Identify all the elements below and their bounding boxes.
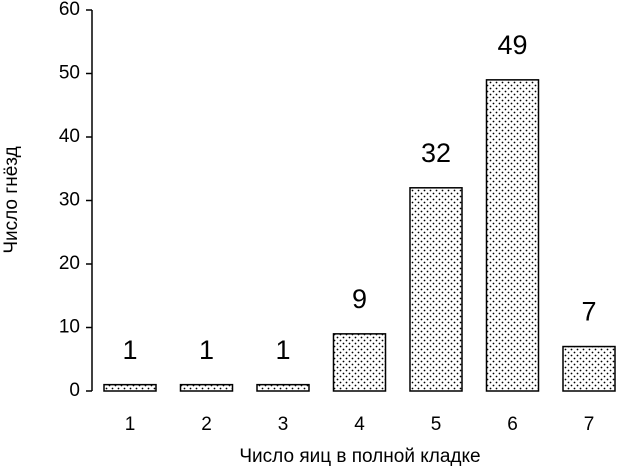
x-tick-label: 4 [354,414,365,435]
y-tick-label: 60 [59,0,80,20]
y-axis-title: Число гнёзд [1,146,22,253]
data-label: 32 [421,138,451,168]
data-label: 9 [352,284,367,314]
data-label: 49 [497,30,527,60]
bar [103,383,157,392]
data-label: 1 [122,335,137,365]
data-label: 7 [581,297,596,327]
x-tick-label: 5 [431,414,442,435]
x-tick-label: 1 [125,414,136,435]
x-tick-label: 2 [201,414,212,435]
bar [256,383,310,392]
x-tick-label: 7 [584,414,595,435]
bar [485,79,540,392]
x-tick-label: 3 [278,414,289,435]
y-tick-label: 30 [59,190,80,211]
y-tick-label: 10 [59,317,80,338]
data-label: 1 [275,335,290,365]
y-tick-label: 50 [59,63,80,84]
x-axis-title: Число яиц в полной кладке [239,446,480,467]
y-tick-label: 40 [59,126,80,147]
bar [409,187,463,392]
y-tick-label: 0 [69,380,80,401]
x-tick-label: 6 [507,414,518,435]
bar [332,333,387,392]
bar [179,383,234,392]
bar [562,345,616,392]
y-tick-label: 20 [59,253,80,274]
data-label: 1 [199,335,214,365]
